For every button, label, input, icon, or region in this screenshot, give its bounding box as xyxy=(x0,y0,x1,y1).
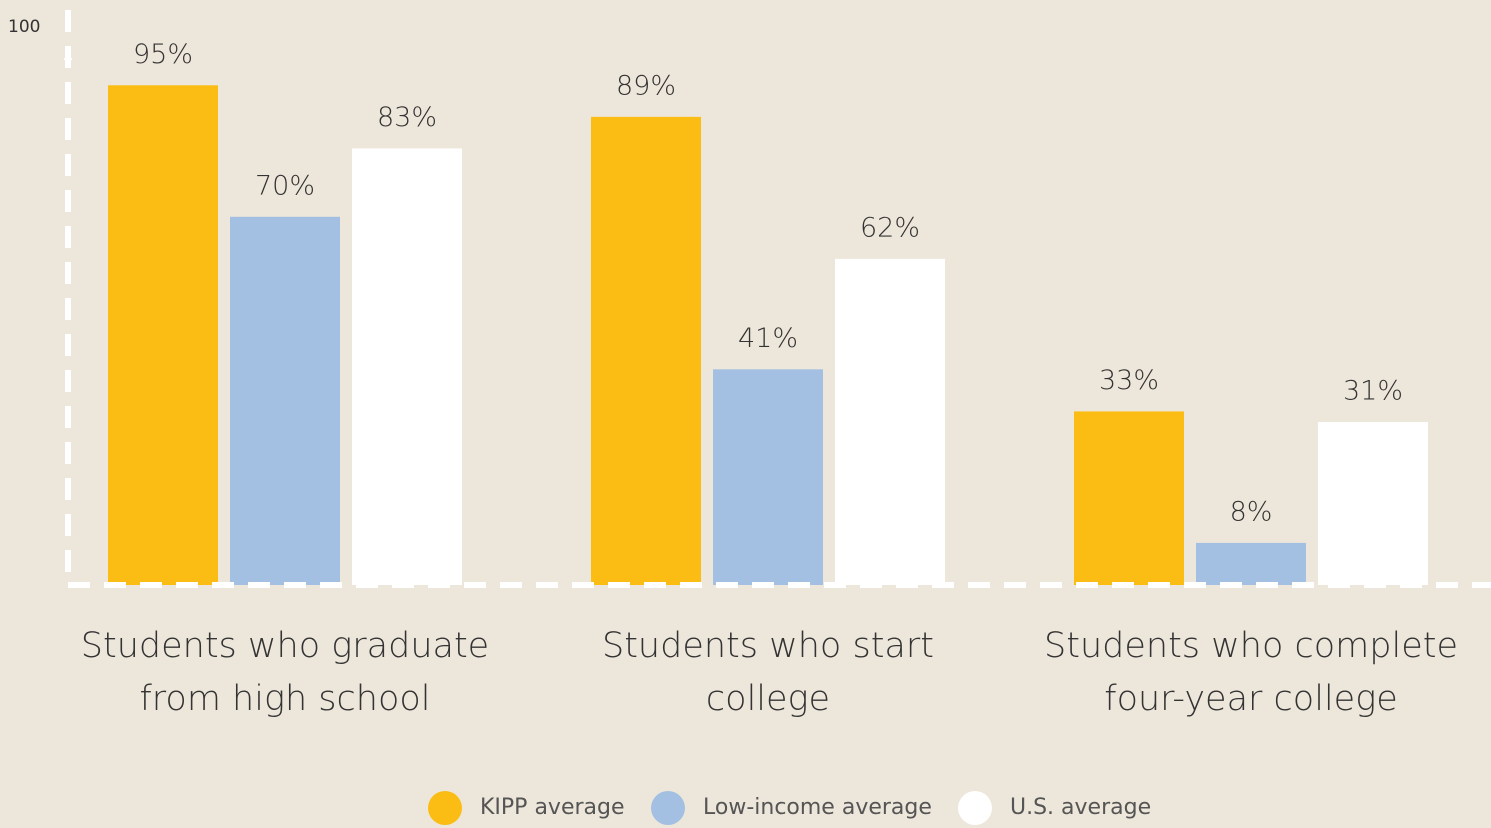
bar xyxy=(352,148,462,586)
legend-swatch xyxy=(428,791,462,825)
y-tick-label: 100 xyxy=(8,17,40,37)
legend-swatch xyxy=(958,791,992,825)
bar xyxy=(591,116,701,586)
value-label: 70% xyxy=(255,170,315,201)
legend-label: U.S. average xyxy=(1010,795,1151,820)
x-tick-label: Students who graduate from high school xyxy=(80,626,490,719)
bar xyxy=(230,216,340,586)
legend-label: KIPP average xyxy=(480,795,625,820)
legend-label: Low-income average xyxy=(703,795,932,820)
value-label: 89% xyxy=(616,70,676,101)
bar xyxy=(1318,421,1428,585)
value-label: 62% xyxy=(860,212,920,243)
value-label: 83% xyxy=(377,102,437,133)
bar xyxy=(1074,411,1184,585)
bar xyxy=(835,258,945,585)
x-tick-label: Students who complete four-year college xyxy=(1044,626,1458,719)
bar xyxy=(108,85,218,586)
value-label: 33% xyxy=(1099,365,1159,396)
value-label: 41% xyxy=(738,323,798,354)
bar xyxy=(1196,542,1306,585)
x-tick-label: Students who start college xyxy=(601,626,934,719)
value-label: 95% xyxy=(133,39,193,70)
value-label: 31% xyxy=(1343,375,1403,406)
bar xyxy=(713,369,823,585)
value-label: 8% xyxy=(1230,496,1273,527)
legend-swatch xyxy=(651,791,685,825)
